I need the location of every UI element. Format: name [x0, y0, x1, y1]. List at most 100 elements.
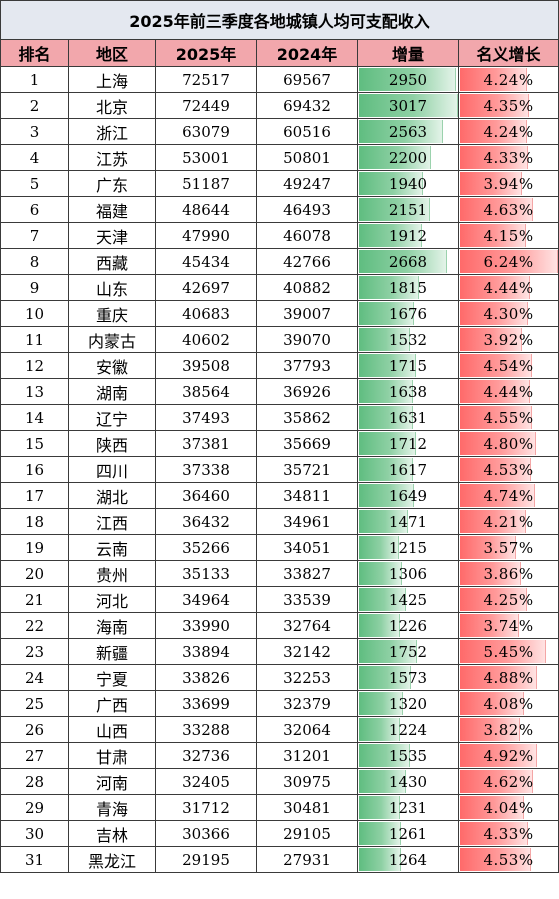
cell-growth: 4.53%: [457, 846, 559, 873]
cell-region: 青海: [68, 794, 156, 821]
cell-2025: 37338: [155, 456, 257, 483]
growth-bar: [460, 822, 529, 845]
cell-region: 宁夏: [68, 664, 156, 691]
cell-increase: 1425: [357, 586, 459, 613]
cell-region: 天津: [68, 222, 156, 249]
cell-increase: 1320: [357, 690, 459, 717]
cell-region: 辽宁: [68, 404, 156, 431]
table-row: 29 青海 31712 30481 1231 4.04%: [0, 794, 559, 821]
growth-bar: [460, 718, 521, 741]
cell-rank: 10: [0, 300, 69, 327]
header-row: 排名 地区 2025年 2024年 增量 名义增长: [0, 39, 559, 67]
increase-bar: [359, 614, 400, 637]
increase-bar: [359, 354, 416, 377]
cell-2025: 45434: [155, 248, 257, 275]
table-row: 16 四川 37338 35721 1617 4.53%: [0, 456, 559, 483]
cell-2025: 33826: [155, 664, 257, 691]
table-row: 15 陕西 37381 35669 1712 4.80%: [0, 430, 559, 457]
cell-growth: 4.04%: [457, 794, 559, 821]
increase-bar: [359, 328, 410, 351]
increase-bar: [359, 484, 414, 507]
cell-increase: 1224: [357, 716, 459, 743]
growth-value: 4.30%: [483, 304, 534, 323]
growth-bar: [460, 692, 525, 715]
cell-growth: 4.55%: [457, 404, 559, 431]
cell-increase: 1573: [357, 664, 459, 691]
increase-value: 1320: [388, 694, 428, 713]
cell-region: 福建: [68, 196, 156, 223]
cell-2024: 34051: [256, 534, 358, 561]
growth-value: 3.57%: [483, 538, 534, 557]
growth-bar: [460, 94, 529, 117]
growth-value: 4.54%: [483, 356, 534, 375]
cell-growth: 6.24%: [457, 248, 559, 275]
growth-bar: [460, 302, 528, 325]
table-row: 27 甘肃 32736 31201 1535 4.92%: [0, 742, 559, 769]
cell-2025: 72517: [155, 66, 257, 93]
cell-region: 湖北: [68, 482, 156, 509]
cell-rank: 1: [0, 66, 69, 93]
growth-bar: [460, 432, 536, 455]
cell-2025: 38564: [155, 378, 257, 405]
cell-region: 西藏: [68, 248, 156, 275]
increase-bar: [359, 406, 413, 429]
cell-2025: 36460: [155, 482, 257, 509]
cell-increase: 1261: [357, 820, 459, 847]
cell-growth: 4.80%: [457, 430, 559, 457]
cell-increase: 1231: [357, 794, 459, 821]
growth-value: 4.04%: [483, 798, 534, 817]
increase-bar: [359, 848, 402, 871]
growth-bar: [460, 68, 527, 91]
cell-increase: 2668: [357, 248, 459, 275]
cell-2024: 46078: [256, 222, 358, 249]
cell-2024: 40882: [256, 274, 358, 301]
table-row: 10 重庆 40683 39007 1676 4.30%: [0, 300, 559, 327]
cell-rank: 20: [0, 560, 69, 587]
cell-rank: 24: [0, 664, 69, 691]
cell-2024: 39007: [256, 300, 358, 327]
increase-bar: [359, 666, 412, 689]
table-row: 20 贵州 35133 33827 1306 3.86%: [0, 560, 559, 587]
increase-bar: [359, 146, 432, 169]
cell-rank: 9: [0, 274, 69, 301]
cell-2024: 46493: [256, 196, 358, 223]
cell-2025: 39508: [155, 352, 257, 379]
header-2025: 2025年: [155, 39, 257, 67]
increase-value: 1215: [388, 538, 428, 557]
cell-increase: 1306: [357, 560, 459, 587]
cell-increase: 2151: [357, 196, 459, 223]
increase-bar: [359, 276, 419, 299]
cell-rank: 21: [0, 586, 69, 613]
increase-value: 2563: [388, 122, 428, 141]
table-row: 25 广西 33699 32379 1320 4.08%: [0, 690, 559, 717]
growth-bar: [460, 796, 524, 819]
cell-region: 云南: [68, 534, 156, 561]
cell-2025: 33699: [155, 690, 257, 717]
cell-2025: 63079: [155, 118, 257, 145]
growth-value: 4.35%: [483, 96, 534, 115]
cell-2025: 29195: [155, 846, 257, 873]
cell-rank: 7: [0, 222, 69, 249]
cell-rank: 28: [0, 768, 69, 795]
increase-value: 1231: [388, 798, 428, 817]
growth-bar: [460, 666, 537, 689]
cell-region: 山东: [68, 274, 156, 301]
cell-rank: 26: [0, 716, 69, 743]
table-row: 8 西藏 45434 42766 2668 6.24%: [0, 248, 559, 275]
growth-bar: [460, 744, 538, 767]
increase-bar: [359, 224, 423, 247]
table-row: 26 山西 33288 32064 1224 3.82%: [0, 716, 559, 743]
table-row: 12 安徽 39508 37793 1715 4.54%: [0, 352, 559, 379]
growth-value: 4.15%: [483, 226, 534, 245]
growth-bar: [460, 458, 532, 481]
table-row: 14 辽宁 37493 35862 1631 4.55%: [0, 404, 559, 431]
increase-bar: [359, 718, 400, 741]
growth-value: 3.86%: [483, 564, 534, 583]
cell-growth: 4.33%: [457, 820, 559, 847]
growth-bar: [460, 484, 535, 507]
increase-bar: [359, 302, 415, 325]
cell-rank: 29: [0, 794, 69, 821]
increase-bar: [359, 770, 407, 793]
cell-2025: 47990: [155, 222, 257, 249]
cell-2025: 51187: [155, 170, 257, 197]
